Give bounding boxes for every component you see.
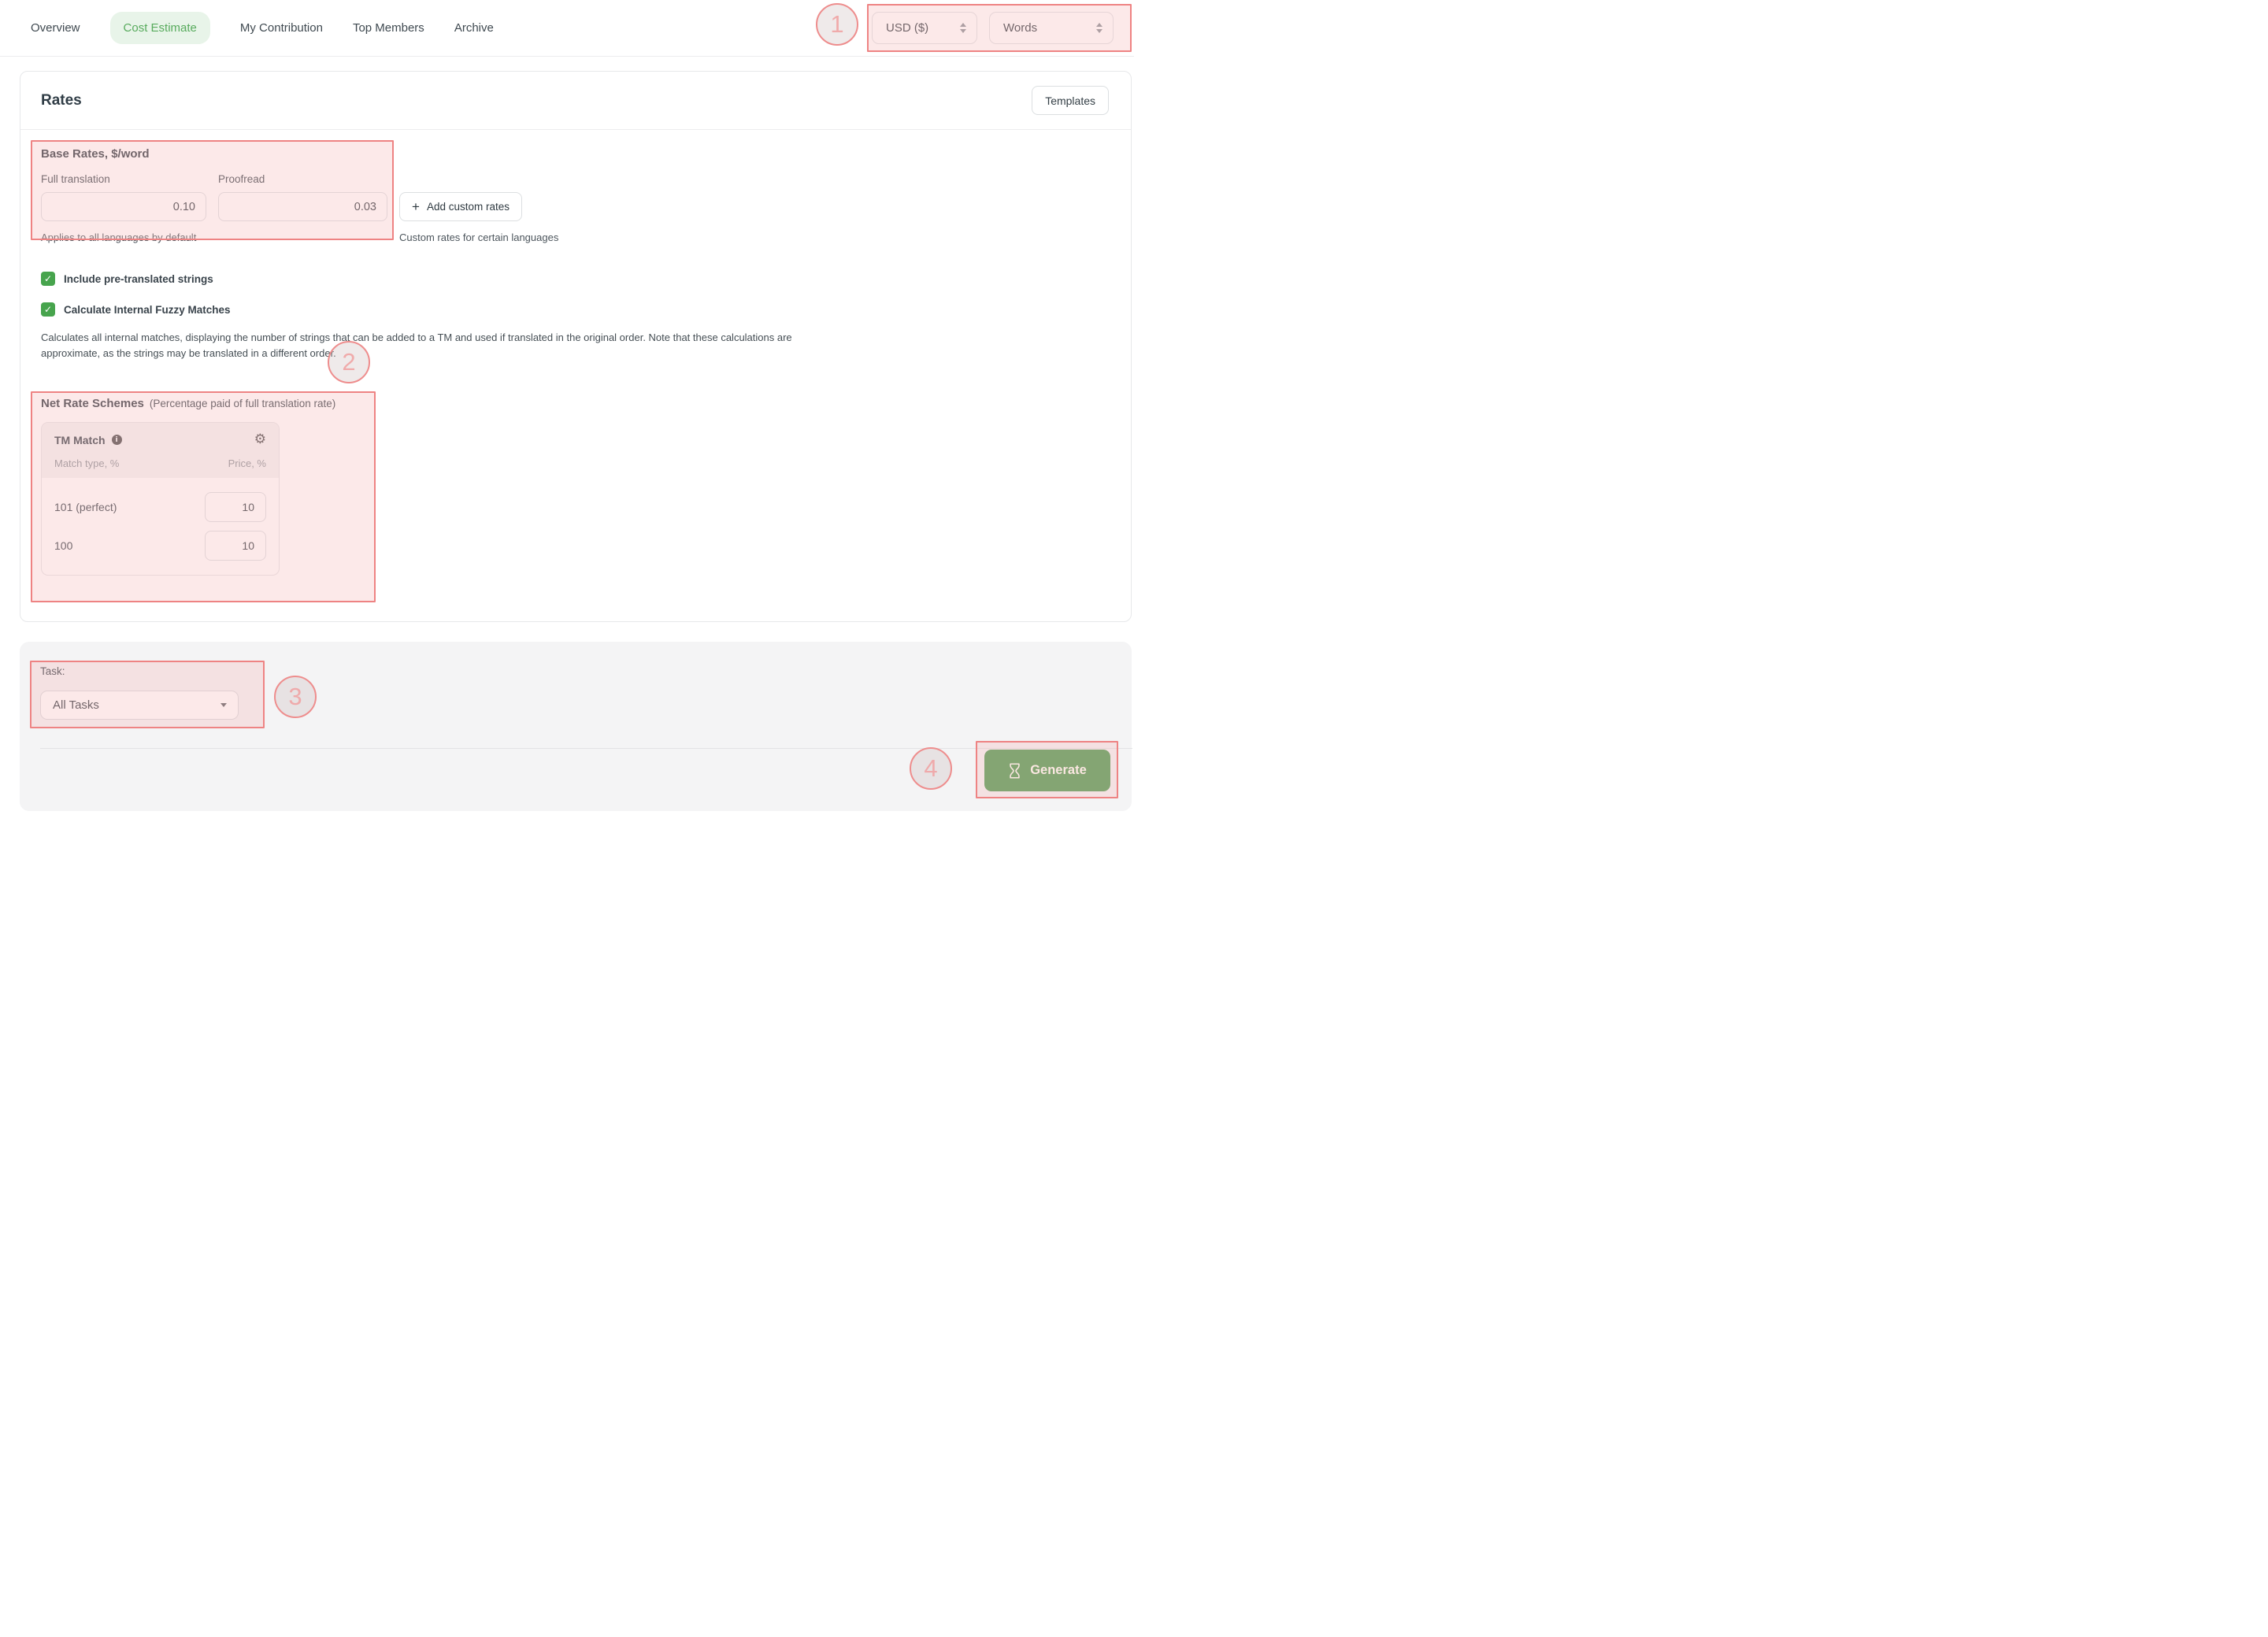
templates-button[interactable]: Templates: [1032, 86, 1109, 115]
caret-down-icon: [220, 703, 227, 707]
task-section: Task: All Tasks 3: [30, 661, 317, 728]
tab-overview[interactable]: Overview: [31, 21, 80, 35]
task-select-value: All Tasks: [53, 698, 99, 712]
task-label: Task:: [40, 665, 65, 677]
annotation-step-4: 4: [910, 747, 952, 790]
unit-select-value: Words: [1003, 21, 1038, 35]
tm-match-header: TM Match i ⚙ Match type, % Price, %: [42, 423, 279, 478]
net-rate-schemes-title-row: Net Rate Schemes (Percentage paid of ful…: [41, 397, 387, 410]
net-rate-schemes-section: Net Rate Schemes (Percentage paid of ful…: [31, 391, 387, 602]
generate-wrap: 4 Generate: [910, 741, 1118, 798]
base-rates-title: Base Rates, $/word: [41, 147, 150, 161]
pretranslated-checkbox-label: Include pre-translated strings: [64, 272, 213, 285]
page: { "tabs": { "items": [ { "label": "Overv…: [0, 0, 1134, 819]
rates-card-body: Base Rates, $/word Full translation Proo…: [20, 130, 1131, 602]
net-rate-schemes-title: Net Rate Schemes: [41, 397, 144, 410]
add-custom-rates-label: Add custom rates: [426, 201, 510, 213]
full-translation-input[interactable]: [41, 192, 206, 221]
currency-select-value: USD ($): [886, 21, 929, 35]
base-rates-right-hint: Custom rates for certain languages: [399, 231, 559, 243]
generate-row: 4 Generate: [910, 741, 1118, 798]
select-arrows-icon: [1096, 23, 1102, 33]
annotation-step-3: 3: [274, 676, 317, 718]
annotation-step-1: 1: [816, 3, 858, 46]
task-select[interactable]: All Tasks: [40, 691, 239, 720]
tm-match-row-label: 101 (perfect): [54, 501, 117, 513]
generate-button[interactable]: Generate: [984, 750, 1110, 791]
net-rate-schemes-subtitle: (Percentage paid of full translation rat…: [149, 398, 336, 409]
base-rates-hints: Applies to all languages by default Cust…: [41, 231, 558, 243]
proofread-input[interactable]: [218, 192, 387, 221]
base-rates-section: Base Rates, $/word Full translation Proo…: [31, 140, 558, 243]
fuzzy-matches-checkbox-label: Calculate Internal Fuzzy Matches: [64, 303, 231, 316]
tm-match-100-input[interactable]: [205, 531, 266, 561]
header-controls: 1 USD ($) Words: [816, 3, 1132, 52]
proofread-label: Proofread: [218, 173, 265, 185]
tm-match-row-label: 100: [54, 539, 73, 552]
tm-match-row-100: 100: [54, 531, 266, 561]
gear-icon[interactable]: ⚙: [254, 431, 266, 447]
tm-match-row-101: 101 (perfect): [54, 492, 266, 522]
tm-match-title: TM Match: [54, 433, 106, 446]
tab-my-contribution[interactable]: My Contribution: [239, 21, 323, 35]
rates-title: Rates: [41, 91, 82, 109]
tm-match-body: 101 (perfect) 100: [42, 478, 279, 575]
fuzzy-matches-checkbox[interactable]: ✓: [41, 302, 55, 317]
top-tab-bar: Overview Cost Estimate My Contribution T…: [0, 0, 1134, 57]
rates-card-header: Rates Templates: [20, 72, 1131, 130]
tab-list: Overview Cost Estimate My Contribution T…: [31, 12, 494, 44]
currency-select[interactable]: USD ($): [872, 12, 977, 44]
add-custom-rates-button[interactable]: + Add custom rates: [399, 192, 522, 221]
tm-match-panel: TM Match i ⚙ Match type, % Price, % 101 …: [41, 422, 280, 576]
info-icon[interactable]: i: [111, 435, 122, 445]
base-rates-grid: Full translation Proofread + Add custom …: [41, 173, 529, 221]
generate-button-label: Generate: [1030, 763, 1087, 777]
unit-select[interactable]: Words: [989, 12, 1114, 44]
tab-cost-estimate[interactable]: Cost Estimate: [109, 12, 210, 44]
select-arrows-icon: [960, 23, 966, 33]
fuzzy-matches-checkbox-row: ✓ Calculate Internal Fuzzy Matches: [41, 302, 1109, 317]
pretranslated-checkbox[interactable]: ✓: [41, 272, 55, 286]
tab-archive[interactable]: Archive: [454, 21, 494, 35]
full-translation-label: Full translation: [41, 173, 110, 185]
pretranslated-checkbox-row: ✓ Include pre-translated strings: [41, 272, 1109, 286]
tab-top-members[interactable]: Top Members: [352, 21, 424, 35]
hourglass-icon: [1010, 762, 1020, 779]
tm-match-101-input[interactable]: [205, 492, 266, 522]
rates-card: Rates Templates Base Rates, $/word Full …: [20, 71, 1132, 622]
price-column-header: Price, %: [228, 457, 266, 469]
fuzzy-matches-note: Calculates all internal matches, display…: [41, 331, 792, 359]
footer-divider: [40, 748, 1132, 749]
match-type-column-header: Match type, %: [54, 457, 120, 469]
plus-icon: +: [412, 199, 420, 214]
footer-panel: Task: All Tasks 3 4 Generate: [20, 642, 1132, 811]
base-rates-left-hint: Applies to all languages by default: [41, 231, 197, 243]
